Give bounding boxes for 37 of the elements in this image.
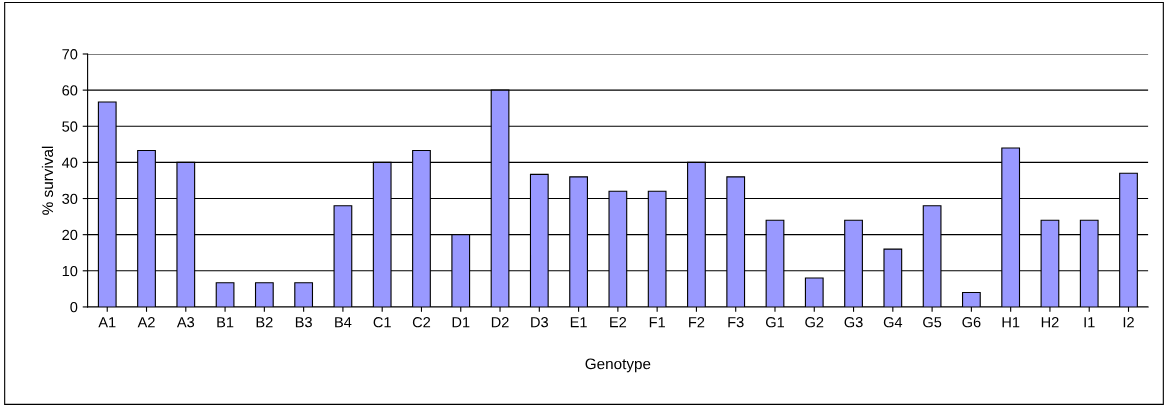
y-tick-label: 20 (62, 229, 78, 241)
x-tick-label: G6 (962, 317, 981, 328)
x-tick-label: F3 (728, 317, 744, 328)
x-tick-label: E1 (570, 317, 587, 328)
x-tick-label: H1 (1002, 317, 1020, 328)
x-tick-label: C2 (412, 317, 431, 328)
x-tick-label: G5 (923, 317, 942, 328)
x-tick-label: H2 (1041, 317, 1059, 328)
x-tick-label: G1 (766, 317, 785, 328)
x-tick-label: A3 (176, 317, 195, 328)
y-tick-label: 50 (62, 121, 78, 132)
x-tick-label: G4 (883, 317, 903, 328)
x-tick-label: C1 (373, 317, 391, 328)
x-tick-label: B2 (256, 317, 273, 328)
y-axis-title: % survival (41, 146, 54, 215)
x-tick-label: I1 (1084, 317, 1095, 328)
x-tick-label: G2 (805, 317, 824, 328)
x-tick-label: I2 (1123, 317, 1134, 328)
x-axis-title: Genotype (585, 358, 651, 373)
y-tick-label: 70 (62, 49, 78, 60)
x-tick-label: B1 (217, 317, 234, 328)
x-tick-label: B3 (295, 317, 312, 328)
y-tick-label: 60 (62, 85, 78, 96)
x-tick-label: D1 (452, 317, 470, 328)
y-tick-label: 30 (62, 193, 78, 204)
x-tick-label: D2 (491, 317, 509, 328)
x-tick-label: A2 (137, 317, 155, 328)
x-tick-label: B4 (335, 317, 352, 328)
x-tick-label: G3 (844, 317, 863, 328)
x-tick-label: F1 (649, 317, 665, 328)
x-tick-label: A1 (98, 317, 116, 328)
x-tick-label: D3 (531, 317, 548, 328)
x-tick-label: F2 (689, 317, 705, 328)
x-tick-label: E2 (610, 317, 627, 328)
y-tick-label: 10 (62, 265, 78, 277)
y-tick-label: 0 (70, 302, 78, 313)
y-tick-label: 40 (61, 157, 78, 168)
